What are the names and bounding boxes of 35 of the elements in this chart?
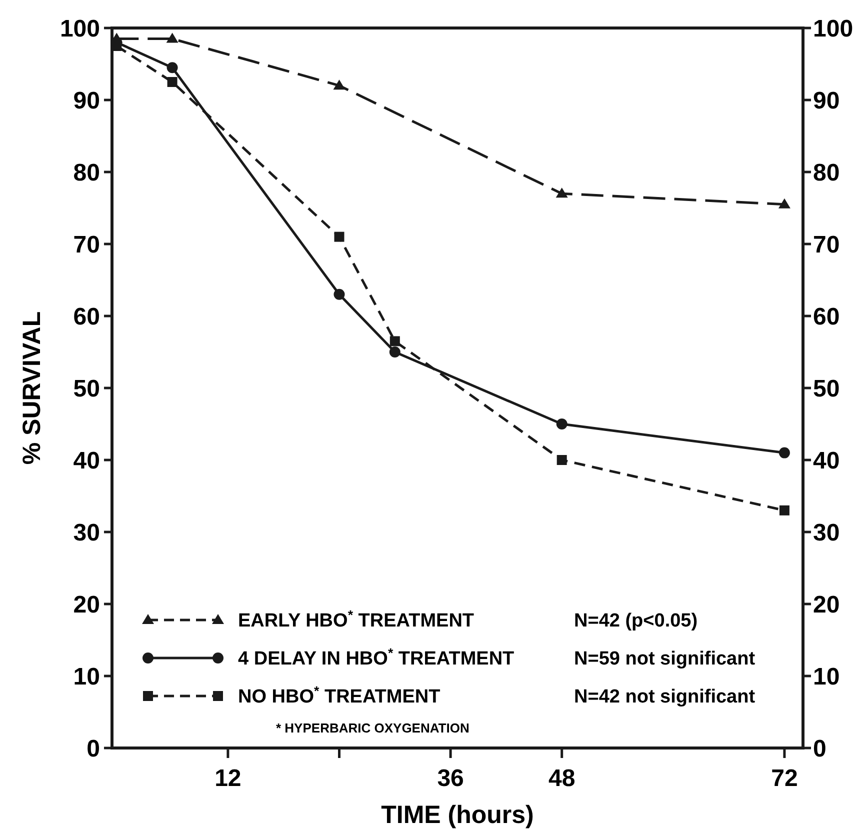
y-tick-label: 90 <box>73 87 100 114</box>
y-tick-label: 100 <box>60 15 100 42</box>
x-tick-label: 36 <box>437 765 464 792</box>
y-tick-label: 60 <box>73 303 100 330</box>
y-tick-label: 30 <box>73 519 100 546</box>
x-tick-label: 12 <box>214 765 242 792</box>
y2-tick-label: 40 <box>813 447 840 474</box>
y2-tick-label: 100 <box>813 15 854 42</box>
x-tick-label: 72 <box>771 765 798 792</box>
y-tick-label: 80 <box>73 159 100 186</box>
y-tick-label: 0 <box>86 735 100 762</box>
y2-tick-label: 70 <box>813 231 840 258</box>
legend-label: EARLY HBO$^{*}$ TREATMENT <box>238 607 474 632</box>
legend-label: NO HBO$^{*}$ TREATMENT <box>238 683 441 708</box>
y2-tick-label: 30 <box>813 519 840 546</box>
x-tick-label: 48 <box>548 765 576 792</box>
y2-tick-label: 0 <box>813 735 826 762</box>
annotation: * HYPERBARIC OXYGENATION <box>276 720 470 736</box>
y-tick-label: 50 <box>73 375 100 402</box>
y2-tick-label: 60 <box>813 303 840 330</box>
y2-tick-label: 80 <box>813 159 840 186</box>
annotation: N=59 not significant <box>574 648 756 670</box>
y-axis-title: % SURVIVAL <box>18 311 46 465</box>
y-tick-label: 10 <box>73 663 100 690</box>
y-tick-label: 20 <box>73 591 100 618</box>
y-tick-label: 40 <box>73 447 100 474</box>
legend-label: 4 DELAY IN HBO$^{*}$ TREATMENT <box>238 645 515 670</box>
annotation: N=42 (p<0.05) <box>574 610 698 632</box>
x-axis-title: TIME (hours) <box>381 801 534 829</box>
annotation: N=42 not significant <box>574 686 756 708</box>
y2-tick-label: 50 <box>813 375 840 402</box>
y2-tick-label: 20 <box>813 591 840 618</box>
y2-tick-label: 10 <box>813 663 840 690</box>
y2-tick-label: 90 <box>813 87 840 114</box>
y-tick-label: 70 <box>73 231 100 258</box>
